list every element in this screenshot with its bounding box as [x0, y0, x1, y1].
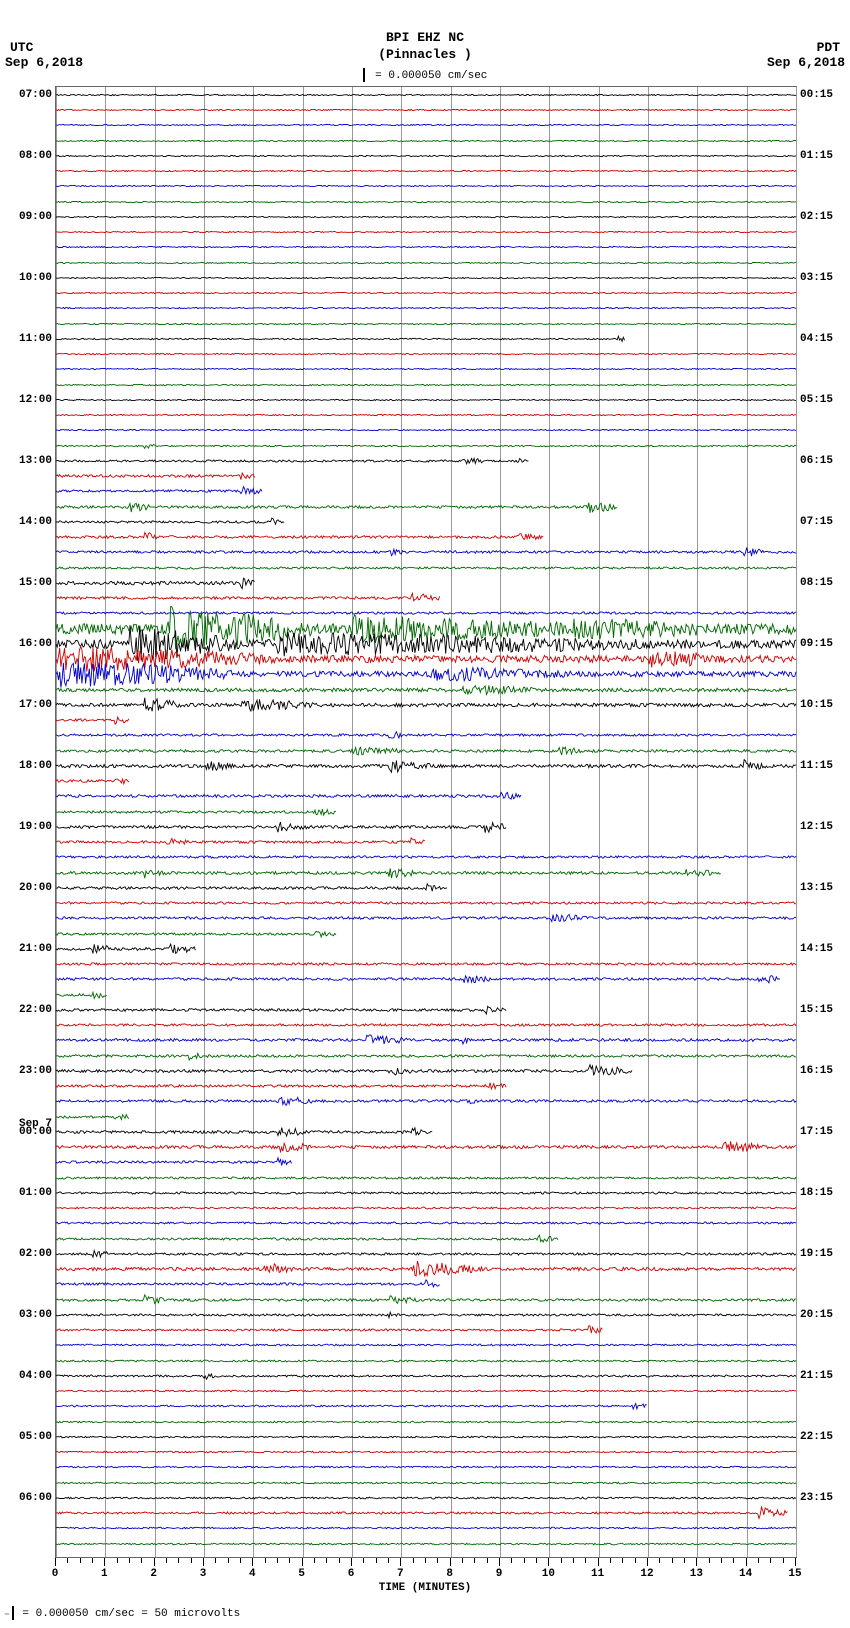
- utc-time-label: 17:00: [19, 699, 56, 711]
- utc-time-label: 18:00: [19, 760, 56, 772]
- utc-time-label: 20:00: [19, 882, 56, 894]
- pdt-time-label: 14:15: [796, 943, 833, 955]
- pdt-time-label: 16:15: [796, 1065, 833, 1077]
- footer-text-before: = 0.000050 cm/sec =: [16, 1608, 155, 1620]
- utc-time-label: 12:00: [19, 394, 56, 406]
- utc-time-label: 05:00: [19, 1431, 56, 1443]
- pdt-time-label: 17:15: [796, 1126, 833, 1138]
- utc-time-label: 21:00: [19, 943, 56, 955]
- utc-time-label: 06:00: [19, 1492, 56, 1504]
- pdt-time-label: 22:15: [796, 1431, 833, 1443]
- x-tick-label: 4: [249, 1568, 256, 1580]
- pdt-time-label: 02:15: [796, 211, 833, 223]
- pdt-time-label: 10:15: [796, 699, 833, 711]
- location-title: (Pinnacles ): [0, 47, 850, 64]
- x-axis: TIME (MINUTES) 0123456789101112131415: [55, 1558, 795, 1598]
- pdt-time-label: 04:15: [796, 333, 833, 345]
- x-tick-label: 12: [640, 1568, 653, 1580]
- utc-time-label: 22:00: [19, 1004, 56, 1016]
- footer-text-after: 50 microvolts: [154, 1608, 240, 1620]
- pdt-time-label: 09:15: [796, 638, 833, 650]
- pdt-time-label: 15:15: [796, 1004, 833, 1016]
- pdt-time-label: 06:15: [796, 455, 833, 467]
- utc-time-label: 08:00: [19, 150, 56, 162]
- x-tick-label: 8: [446, 1568, 453, 1580]
- x-tick-label: 2: [150, 1568, 157, 1580]
- utc-time-label: 23:00: [19, 1065, 56, 1077]
- footer-prefix: ₋: [4, 1608, 10, 1620]
- seismogram-plot: 07:0000:1508:0001:1509:0002:1510:0003:15…: [55, 86, 797, 1558]
- pdt-time-label: 07:15: [796, 516, 833, 528]
- utc-time-label: 13:00: [19, 455, 56, 467]
- utc-time-label: 15:00: [19, 577, 56, 589]
- pdt-time-label: 13:15: [796, 882, 833, 894]
- pdt-time-label: 23:15: [796, 1492, 833, 1504]
- utc-time-label: 16:00: [19, 638, 56, 650]
- date-left-label: Sep 6,2018: [5, 55, 83, 70]
- date-right-label: Sep 6,2018: [767, 55, 845, 70]
- utc-time-label: 07:00: [19, 89, 56, 101]
- x-tick-label: 11: [591, 1568, 604, 1580]
- x-tick-label: 10: [542, 1568, 555, 1580]
- utc-time-label: 19:00: [19, 821, 56, 833]
- utc-time-label: 03:00: [19, 1309, 56, 1321]
- pdt-time-label: 21:15: [796, 1370, 833, 1382]
- pdt-time-label: 05:15: [796, 394, 833, 406]
- chart-header: BPI EHZ NC (Pinnacles ): [0, 0, 850, 64]
- utc-time-label: 14:00: [19, 516, 56, 528]
- x-tick-label: 0: [52, 1568, 59, 1580]
- tz-right-label: PDT: [817, 40, 840, 55]
- utc-time-label: 04:00: [19, 1370, 56, 1382]
- utc-time-label: 02:00: [19, 1248, 56, 1260]
- utc-time-label: 10:00: [19, 272, 56, 284]
- utc-time-label: 09:00: [19, 211, 56, 223]
- pdt-time-label: 19:15: [796, 1248, 833, 1260]
- pdt-time-label: 12:15: [796, 821, 833, 833]
- x-tick-label: 14: [739, 1568, 752, 1580]
- tz-left-label: UTC: [10, 40, 33, 55]
- x-tick-label: 1: [101, 1568, 108, 1580]
- x-tick-label: 5: [298, 1568, 305, 1580]
- x-tick-label: 3: [200, 1568, 207, 1580]
- day-marker-label: Sep 7: [19, 1118, 56, 1130]
- station-title: BPI EHZ NC: [0, 30, 850, 47]
- x-axis-title: TIME (MINUTES): [55, 1558, 795, 1594]
- utc-time-label: 01:00: [19, 1187, 56, 1199]
- x-tick-label: 6: [348, 1568, 355, 1580]
- x-tick-label: 7: [397, 1568, 404, 1580]
- pdt-time-label: 01:15: [796, 150, 833, 162]
- x-tick-label: 13: [690, 1568, 703, 1580]
- x-tick-label: 9: [496, 1568, 503, 1580]
- pdt-time-label: 03:15: [796, 272, 833, 284]
- pdt-time-label: 11:15: [796, 760, 833, 772]
- pdt-time-label: 18:15: [796, 1187, 833, 1199]
- x-tick-label: 15: [788, 1568, 801, 1580]
- pdt-time-label: 00:15: [796, 89, 833, 101]
- pdt-time-label: 20:15: [796, 1309, 833, 1321]
- pdt-time-label: 08:15: [796, 577, 833, 589]
- utc-time-label: 11:00: [19, 333, 56, 345]
